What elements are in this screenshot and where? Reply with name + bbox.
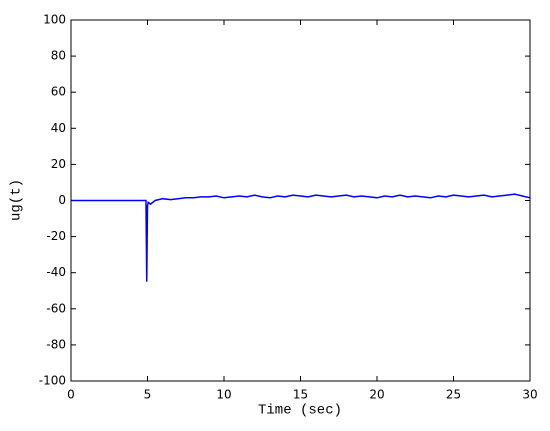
y-tick-label: 0 [58,193,66,207]
y-tick-label: 80 [51,49,66,63]
y-tick-label: -60 [46,301,66,315]
y-axis-label: ug(t) [9,179,25,221]
y-tick-label: -80 [46,337,66,351]
x-axis-label: Time (sec) [258,403,342,419]
y-tick-label: 100 [43,13,66,27]
x-tick-label: 0 [67,388,75,402]
data-line [71,193,531,282]
x-tick-label: 10 [216,388,231,402]
y-tick-label: -40 [46,265,66,279]
y-tick-label: -20 [46,229,66,243]
y-tick-label: 40 [51,121,66,135]
axes-box [70,19,531,382]
x-tick-label: 30 [522,388,537,402]
y-tick-label: 20 [51,157,66,171]
y-tick-label: -100 [39,374,66,388]
y-tick-label: 60 [51,85,66,99]
x-tick-label: 5 [144,388,152,402]
x-tick-label: 20 [369,388,384,402]
x-tick-label: 15 [293,388,308,402]
x-tick-label: 25 [446,388,461,402]
